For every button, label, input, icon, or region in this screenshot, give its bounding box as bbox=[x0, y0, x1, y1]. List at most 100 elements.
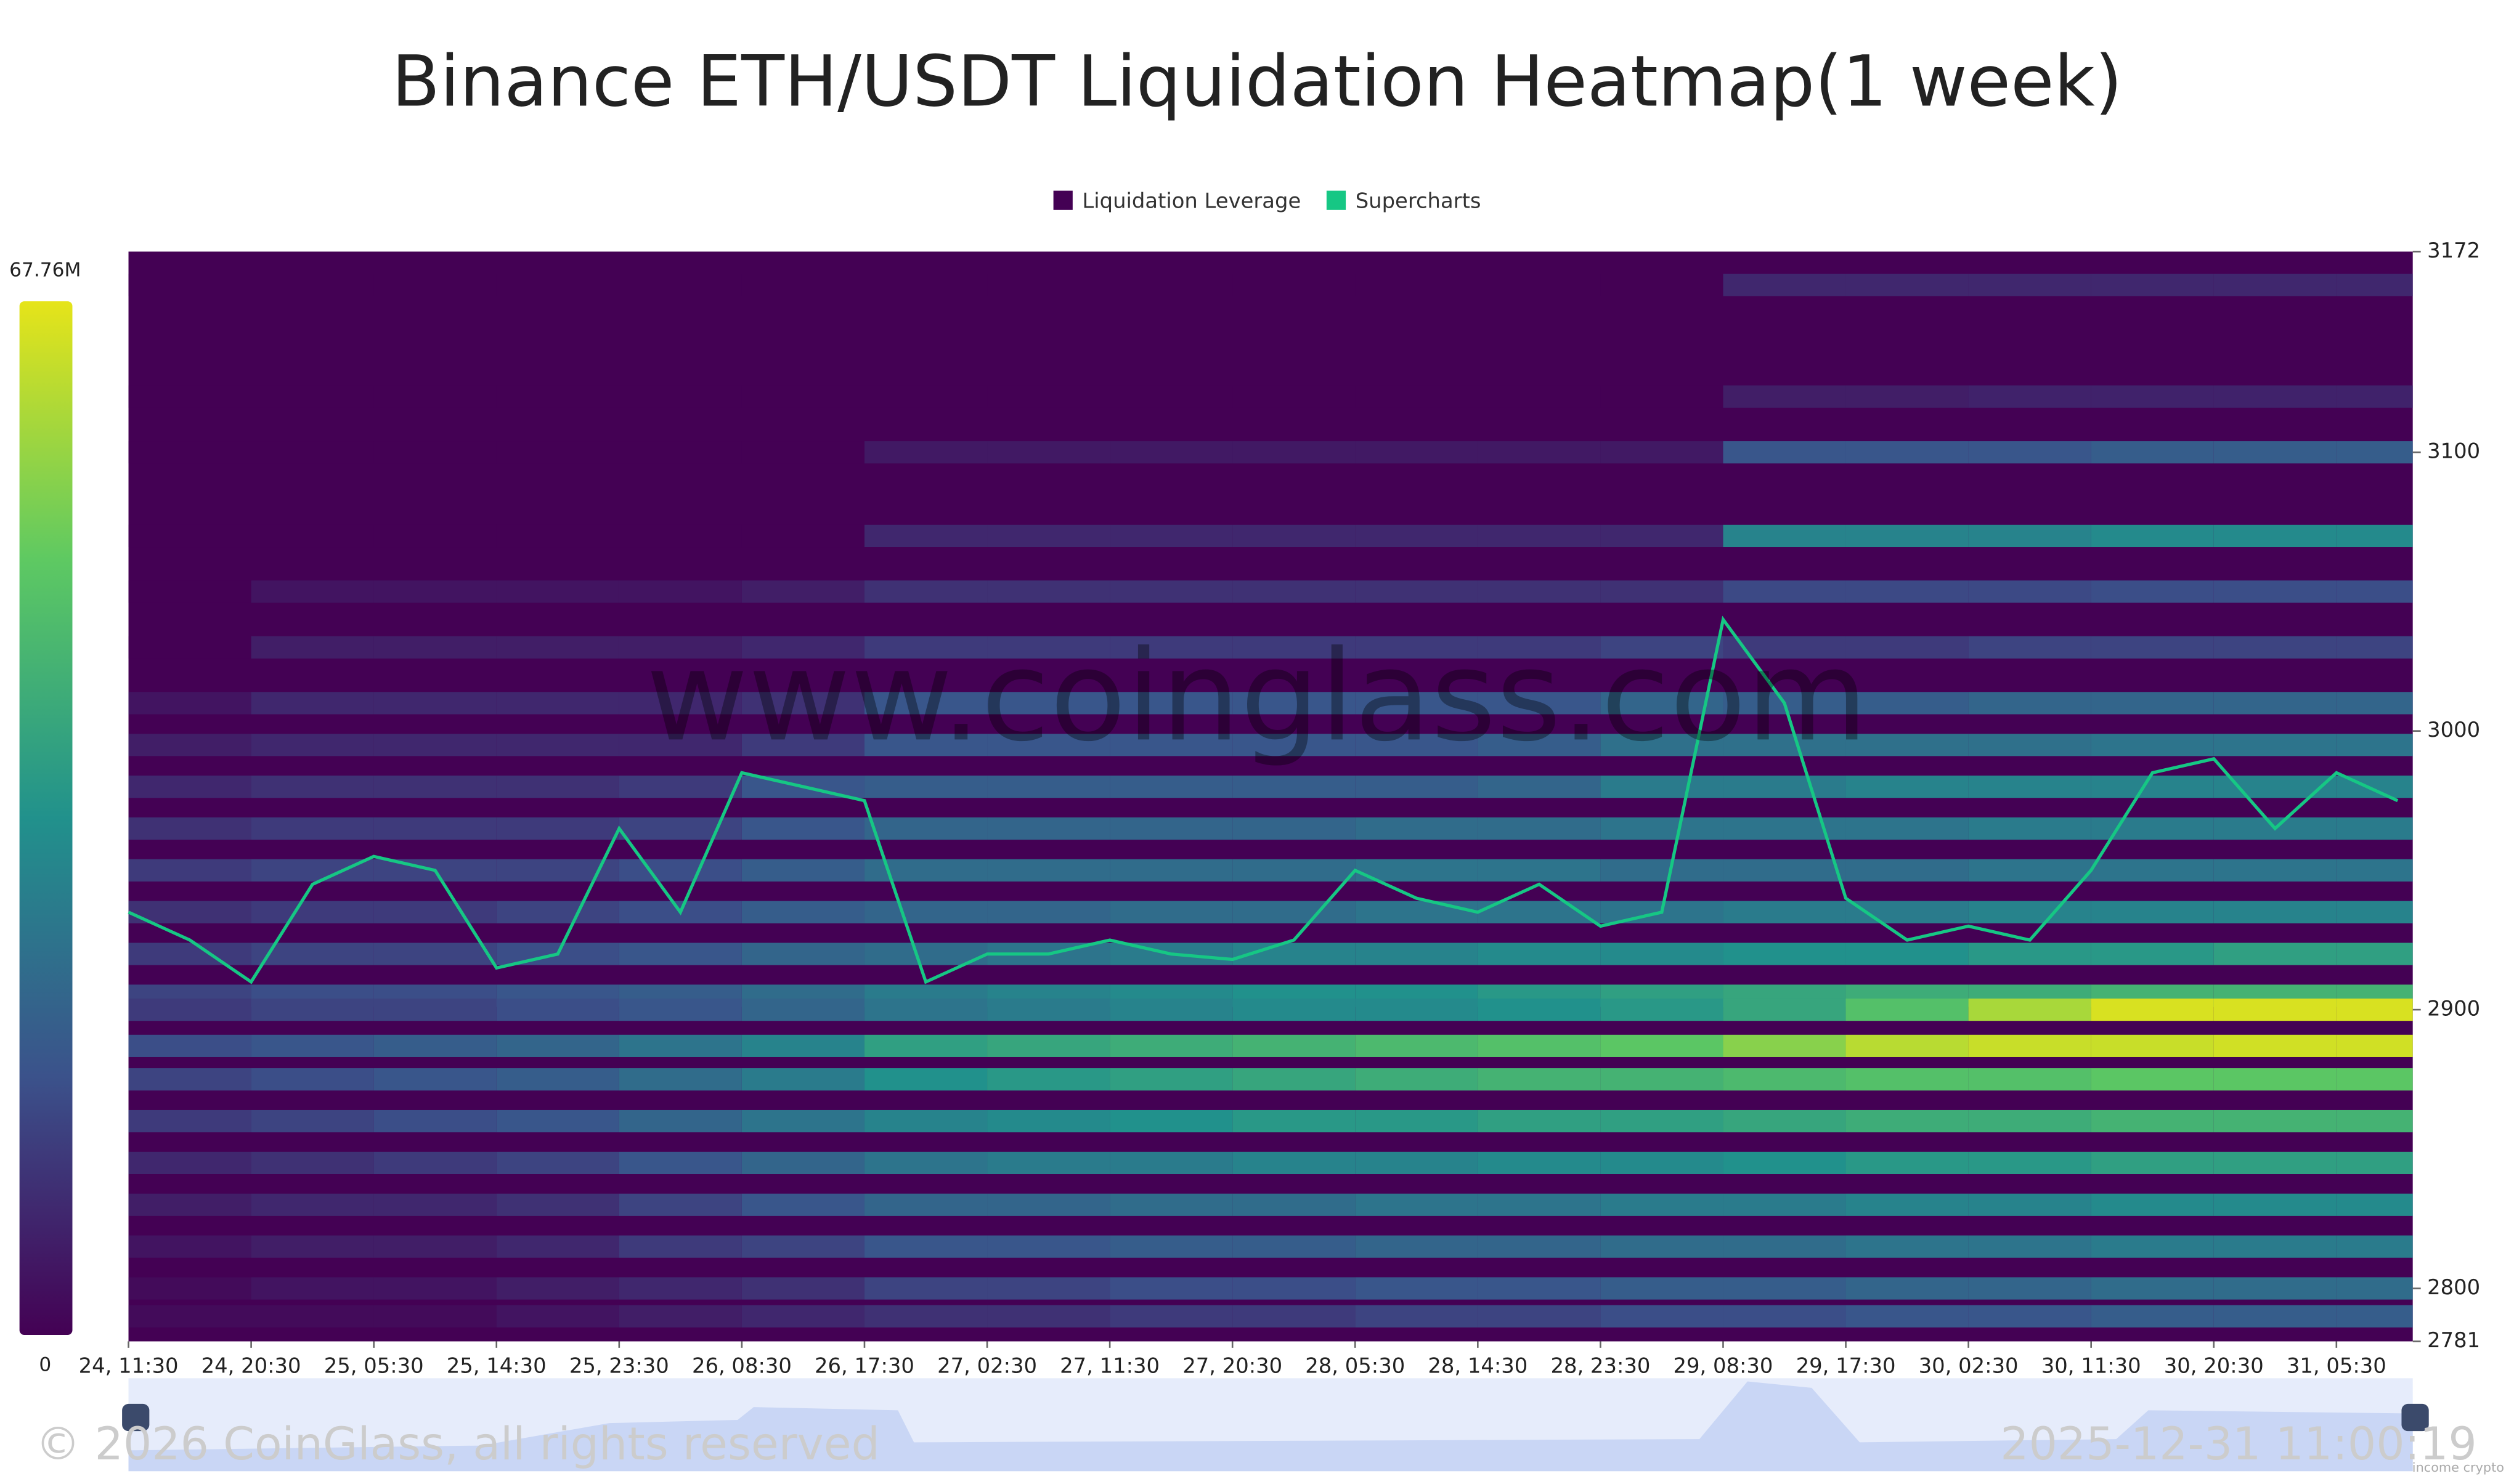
heat-cell bbox=[1355, 1151, 1478, 1175]
heat-cell bbox=[373, 1151, 497, 1175]
heat-cell bbox=[864, 776, 988, 798]
heat-cell bbox=[496, 274, 619, 296]
heat-cell bbox=[1600, 524, 1723, 548]
heat-cell bbox=[1478, 1109, 1601, 1133]
x-tick-label: 28, 14:30 bbox=[1428, 1354, 1528, 1378]
heat-cell bbox=[496, 859, 619, 882]
heat-cell bbox=[496, 1277, 619, 1300]
heat-cell bbox=[1723, 943, 1846, 965]
heat-cell bbox=[864, 524, 988, 548]
heat-cell bbox=[251, 524, 374, 548]
colorbar-label: 67.76M bbox=[9, 259, 81, 282]
heat-cell bbox=[1110, 901, 1233, 923]
heat-cell bbox=[1600, 274, 1723, 296]
heat-cell bbox=[987, 1034, 1110, 1057]
heat-cell bbox=[1110, 1109, 1233, 1133]
heat-cell bbox=[1968, 1235, 2091, 1258]
y-tick-label: 3000 bbox=[2427, 718, 2480, 742]
heat-cell bbox=[2091, 817, 2214, 840]
heat-cell bbox=[1110, 385, 1233, 408]
heat-cell bbox=[864, 1235, 988, 1258]
heat-cell bbox=[1845, 1277, 1969, 1300]
heat-cell bbox=[1355, 776, 1478, 798]
heat-cell bbox=[1232, 1235, 1356, 1258]
heat-cell bbox=[2213, 943, 2337, 965]
heat-cell bbox=[864, 1305, 988, 1328]
heat-cell bbox=[1110, 580, 1233, 603]
heat-cell bbox=[2336, 1235, 2413, 1258]
heat-cell bbox=[1355, 998, 1478, 1021]
chart-title: Binance ETH/USDT Liquidation Heatmap(1 w… bbox=[392, 41, 2123, 123]
heat-cell bbox=[251, 1235, 374, 1258]
heat-cell bbox=[2336, 1193, 2413, 1216]
heat-cell bbox=[741, 385, 864, 408]
heat-cell bbox=[741, 580, 864, 603]
heat-cell bbox=[373, 274, 497, 296]
heat-cell bbox=[251, 734, 374, 756]
heat-cell bbox=[1968, 1193, 2091, 1216]
heat-cell bbox=[1355, 1235, 1478, 1258]
heat-cell bbox=[2336, 1151, 2413, 1175]
heat-cell bbox=[2213, 524, 2337, 548]
heat-cell bbox=[864, 441, 988, 464]
x-tick-label: 28, 05:30 bbox=[1305, 1354, 1405, 1378]
heat-cell bbox=[1110, 692, 1233, 715]
x-tick-label: 30, 11:30 bbox=[2041, 1354, 2141, 1378]
navigator-area bbox=[128, 1381, 2413, 1472]
heat-cell bbox=[1110, 524, 1233, 548]
heat-cell bbox=[2336, 1068, 2413, 1091]
heat-cell bbox=[373, 692, 497, 715]
heat-cell bbox=[2213, 1068, 2337, 1091]
heat-cell bbox=[864, 943, 988, 965]
legend-label: Supercharts bbox=[1356, 189, 1481, 213]
heat-cell bbox=[619, 1151, 742, 1175]
heat-cell bbox=[1232, 524, 1356, 548]
heat-cell bbox=[1968, 1305, 2091, 1328]
heat-cell bbox=[128, 943, 251, 965]
navigator-handle[interactable] bbox=[2401, 1403, 2429, 1432]
heat-cell bbox=[128, 524, 251, 548]
heat-cell bbox=[1355, 943, 1478, 965]
heat-cell bbox=[2213, 274, 2337, 296]
heat-cell bbox=[987, 734, 1110, 756]
heat-cell bbox=[496, 1151, 619, 1175]
navigator-handle[interactable] bbox=[122, 1403, 150, 1432]
heat-cell bbox=[251, 776, 374, 798]
heat-cell bbox=[1232, 1277, 1356, 1300]
heat-cell bbox=[496, 1068, 619, 1091]
heat-cell bbox=[1110, 1151, 1233, 1175]
heat-cell bbox=[373, 580, 497, 603]
heat-cell bbox=[2336, 943, 2413, 965]
x-tick-label: 25, 23:30 bbox=[569, 1354, 669, 1378]
heat-cell bbox=[741, 1034, 864, 1057]
heat-cell bbox=[1968, 385, 2091, 408]
heat-cell bbox=[1110, 817, 1233, 840]
heat-cell bbox=[1600, 441, 1723, 464]
x-tick-label: 31, 05:30 bbox=[2287, 1354, 2386, 1378]
heat-cell bbox=[1600, 1193, 1723, 1216]
heat-cell bbox=[128, 1193, 251, 1216]
heat-cell bbox=[496, 385, 619, 408]
legend: Liquidation Leverage Supercharts bbox=[1053, 189, 1481, 213]
x-tick-label: 24, 20:30 bbox=[201, 1354, 301, 1378]
heat-cell bbox=[1968, 524, 2091, 548]
heat-cell bbox=[1723, 580, 1846, 603]
heat-cell bbox=[373, 776, 497, 798]
heat-cell bbox=[1478, 943, 1601, 965]
heat-cell bbox=[1355, 734, 1478, 756]
heat-cell bbox=[373, 636, 497, 659]
heat-cell bbox=[2091, 901, 2214, 923]
heat-cell bbox=[1478, 817, 1601, 840]
heat-cell bbox=[373, 1193, 497, 1216]
legend-swatch bbox=[1326, 190, 1346, 210]
heat-cell bbox=[1355, 1068, 1478, 1091]
heat-cell bbox=[987, 901, 1110, 923]
heat-cell bbox=[1845, 1305, 1969, 1328]
heat-cell bbox=[128, 636, 251, 659]
legend-label: Liquidation Leverage bbox=[1082, 189, 1301, 213]
heat-cell bbox=[373, 385, 497, 408]
heat-cell bbox=[1600, 580, 1723, 603]
heat-cell bbox=[741, 1109, 864, 1133]
heat-cell bbox=[2091, 998, 2214, 1021]
heat-cell bbox=[1845, 1034, 1969, 1057]
